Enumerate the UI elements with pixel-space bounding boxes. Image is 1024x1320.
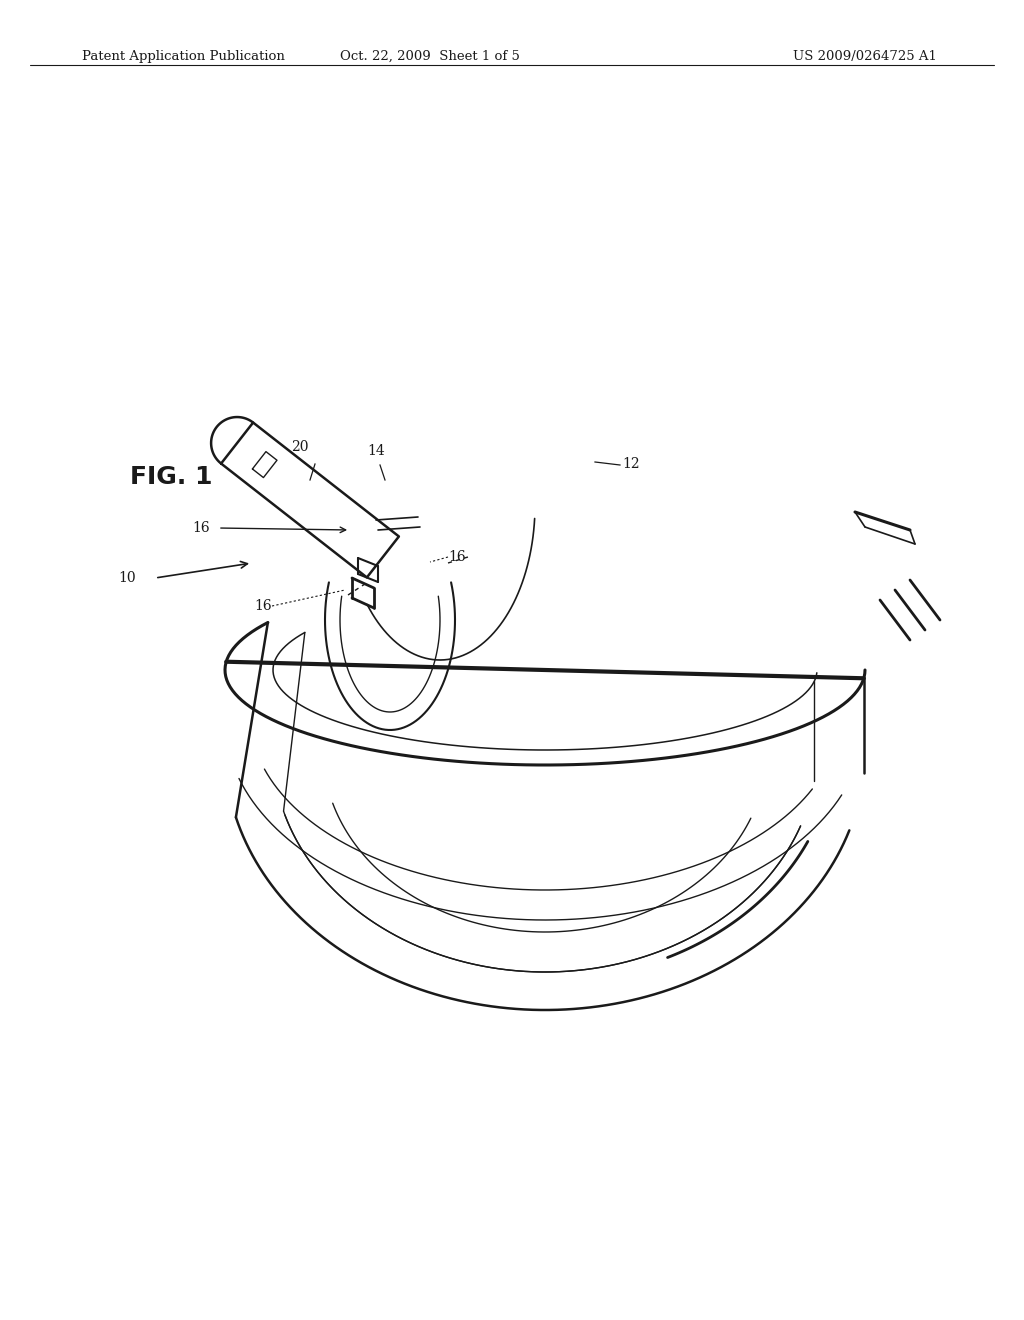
- Text: Patent Application Publication: Patent Application Publication: [82, 50, 285, 63]
- Text: 10: 10: [118, 572, 135, 585]
- Text: 16: 16: [449, 550, 466, 564]
- Text: FIG. 1: FIG. 1: [130, 465, 213, 488]
- Text: 16: 16: [193, 521, 210, 535]
- Text: US 2009/0264725 A1: US 2009/0264725 A1: [793, 50, 937, 63]
- Text: 16: 16: [254, 599, 272, 612]
- Text: 14: 14: [368, 444, 385, 458]
- Text: Oct. 22, 2009  Sheet 1 of 5: Oct. 22, 2009 Sheet 1 of 5: [340, 50, 520, 63]
- Text: 12: 12: [622, 457, 640, 471]
- Text: 20: 20: [291, 440, 309, 454]
